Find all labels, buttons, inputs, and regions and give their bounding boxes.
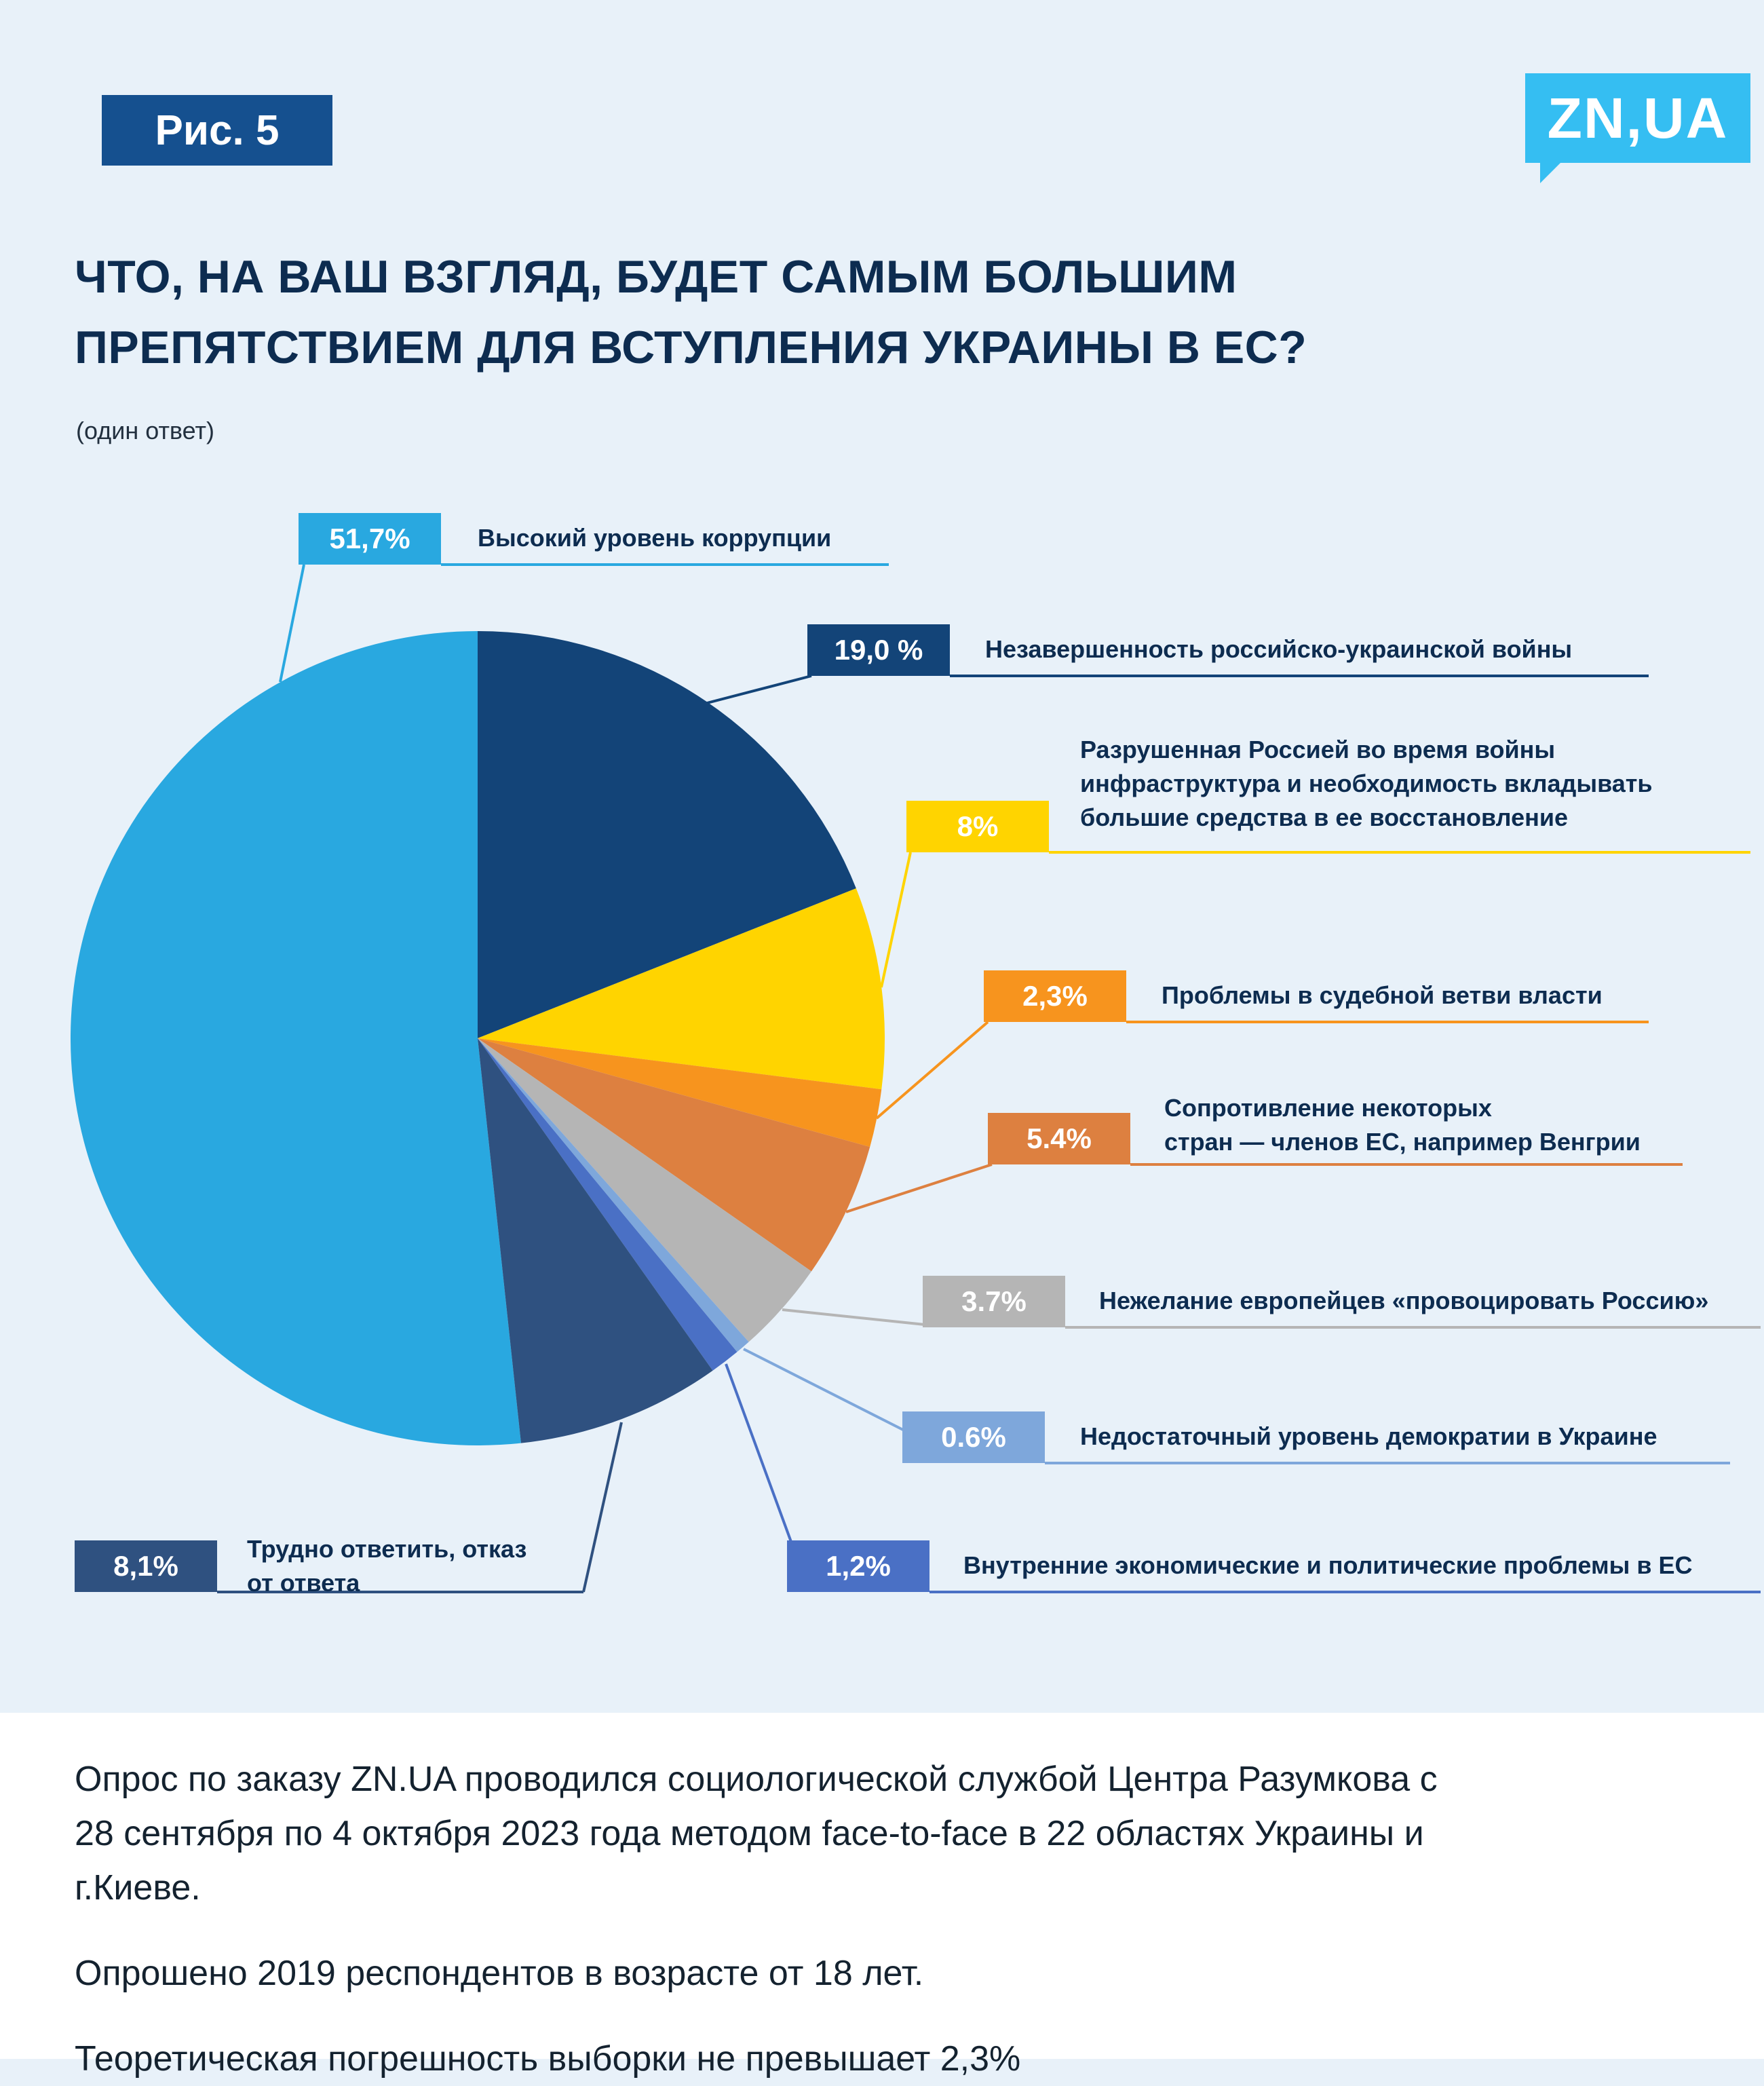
callout-value-judiciary: 2,3% (984, 970, 1126, 1022)
pie-slice (478, 631, 856, 1038)
brand-logo-text: ZN,UA (1547, 86, 1729, 150)
chart-title-line2: ПРЕПЯТСТВИЕМ ДЛЯ ВСТУПЛЕНИЯ УКРАИНЫ В ЕС… (75, 322, 1307, 373)
callout-label-resistance: Сопротивление некоторых стран — членов Е… (1164, 1091, 1641, 1159)
leader-line (725, 1363, 792, 1542)
label-line: Высокий уровень коррупции (478, 524, 832, 552)
callout-value-corruption: 51,7% (299, 513, 441, 565)
pie-chart (71, 563, 1761, 1593)
callout-value-provoke: 3.7% (923, 1276, 1065, 1327)
label-line: Трудно ответить, отказ (247, 1535, 527, 1563)
callout-value-eu-problems: 1,2% (787, 1540, 929, 1592)
leader-lines (217, 563, 1761, 1593)
pie-slice (71, 631, 521, 1445)
callout-value-war: 19,0 % (807, 624, 950, 676)
leader-line (582, 1422, 623, 1593)
footer-methodology: Опрос по заказу ZN.UA проводился социоло… (75, 1760, 1438, 1908)
chart-title: ЧТО, НА ВАШ ВЗГЛЯД, БУДЕТ САМЫМ БОЛЬШИМ … (75, 242, 1635, 383)
leader-line (875, 1021, 989, 1120)
pie-slice (478, 1038, 870, 1272)
pie-slice (478, 1038, 882, 1148)
callout-label-war: Незавершенность российско-украинской вой… (985, 632, 1572, 666)
callout-label-eu-problems: Внутренние экономические и политические … (963, 1549, 1692, 1582)
footer-sample-size: Опрошено 2019 респондентов в возрасте от… (75, 1954, 924, 1993)
callout-value-hard-to-answer: 8,1% (75, 1540, 217, 1592)
callout-value-resistance: 5.4% (988, 1113, 1130, 1164)
leader-line (706, 675, 812, 704)
callout-label-judiciary: Проблемы в судебной ветви власти (1162, 979, 1603, 1012)
pie-slice (478, 1038, 713, 1443)
footer-panel: Опрос по заказу ZN.UA проводился социоло… (0, 1713, 1764, 2079)
callout-label-infrastructure: Разрушенная Россией во время войны инфра… (1080, 733, 1653, 835)
callout-value-infrastructure: 8% (906, 801, 1049, 852)
chart-title-line1: ЧТО, НА ВАШ ВЗГЛЯД, БУДЕТ САМЫМ БОЛЬШИМ (75, 251, 1238, 303)
label-line: Разрушенная Россией во время войны (1080, 736, 1556, 763)
label-line: большие средства в ее восстановление (1080, 803, 1568, 831)
label-line: Проблемы в судебной ветви власти (1162, 981, 1603, 1009)
label-line: инфраструктура и необходимость вкладыват… (1080, 770, 1653, 797)
pie-slice (478, 1038, 811, 1342)
leader-line (845, 1163, 993, 1213)
brand-logo: ZN,UA (1525, 73, 1750, 183)
callout-label-democracy: Недостаточный уровень демократии в Украи… (1080, 1420, 1657, 1454)
label-line: стран — членов ЕС, например Венгрии (1164, 1128, 1641, 1156)
chart-subtitle: (один ответ) (76, 417, 214, 444)
figure-label: Рис. 5 (102, 95, 332, 166)
pie-slice (478, 1038, 737, 1371)
label-line: Сопротивление некоторых (1164, 1094, 1492, 1122)
footer-error-margin: Теоретическая погрешность выборки не пре… (75, 2039, 1021, 2079)
label-line: Незавершенность российско-украинской вой… (985, 635, 1573, 663)
label-line: от ответа (247, 1569, 360, 1597)
pie-slice (478, 1038, 749, 1352)
callout-label-provoke: Нежелание европейцев «провоцировать Росс… (1099, 1284, 1708, 1318)
leader-line (279, 564, 305, 683)
callout-value-democracy: 0.6% (902, 1411, 1045, 1463)
label-line: Внутренние экономические и политические … (963, 1551, 1693, 1579)
pie-slice (478, 888, 885, 1090)
pie-slices (71, 631, 885, 1445)
callout-label-corruption: Высокий уровень коррупции (478, 521, 831, 555)
speech-bubble-tail-icon (1540, 162, 1562, 183)
leader-line (782, 1308, 925, 1326)
callout-label-hard-to-answer: Трудно ответить, отказ от ответа (247, 1532, 526, 1600)
leader-line (743, 1348, 905, 1432)
label-line: Нежелание европейцев «провоцировать Росс… (1099, 1287, 1709, 1314)
leader-line (880, 852, 912, 988)
label-line: Недостаточный уровень демократии в Украи… (1080, 1422, 1657, 1450)
